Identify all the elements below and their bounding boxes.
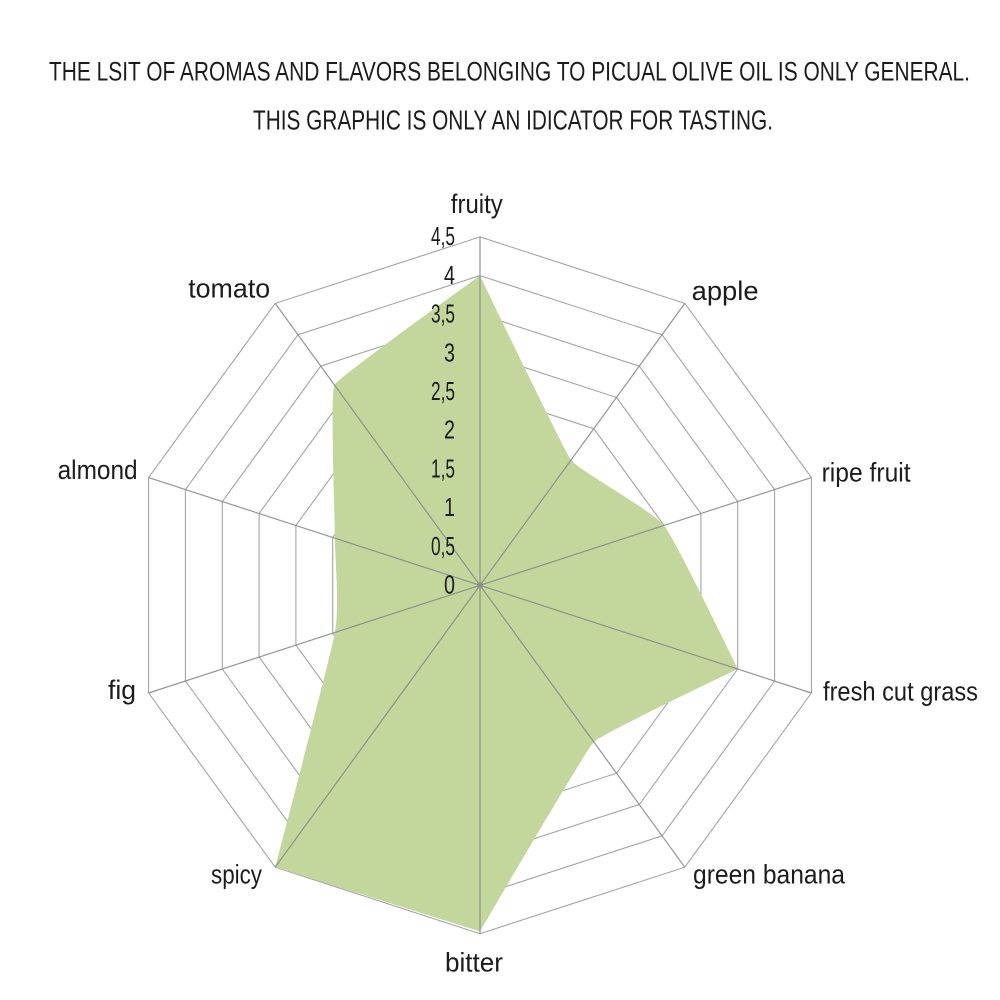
svg-text:fresh cut grass: fresh cut grass: [823, 677, 978, 707]
svg-text:fig: fig: [108, 675, 136, 705]
svg-text:green banana: green banana: [693, 860, 846, 890]
svg-text:0,5: 0,5: [431, 531, 455, 561]
svg-text:THE LSIT OF AROMAS AND FLAVORS: THE LSIT OF AROMAS AND FLAVORS BELONGING…: [49, 57, 970, 87]
svg-text:apple: apple: [692, 276, 759, 306]
svg-text:THIS GRAPHIC IS ONLY AN IDICAT: THIS GRAPHIC IS ONLY AN IDICATOR FOR TAS…: [253, 105, 773, 136]
svg-text:tomato: tomato: [188, 273, 270, 303]
svg-text:2,5: 2,5: [431, 376, 455, 406]
svg-text:1: 1: [444, 492, 455, 522]
svg-text:3,5: 3,5: [431, 299, 455, 329]
svg-text:1,5: 1,5: [431, 454, 455, 484]
svg-text:0: 0: [444, 570, 455, 600]
svg-text:2: 2: [444, 415, 455, 445]
svg-text:almond: almond: [58, 455, 138, 485]
svg-text:ripe fruit: ripe fruit: [822, 457, 911, 487]
svg-text:spicy: spicy: [211, 860, 262, 890]
svg-text:4: 4: [444, 260, 455, 290]
svg-text:4,5: 4,5: [431, 221, 455, 251]
svg-text:bitter: bitter: [445, 948, 503, 978]
svg-text:3: 3: [444, 337, 455, 367]
svg-text:fruity: fruity: [451, 189, 503, 219]
